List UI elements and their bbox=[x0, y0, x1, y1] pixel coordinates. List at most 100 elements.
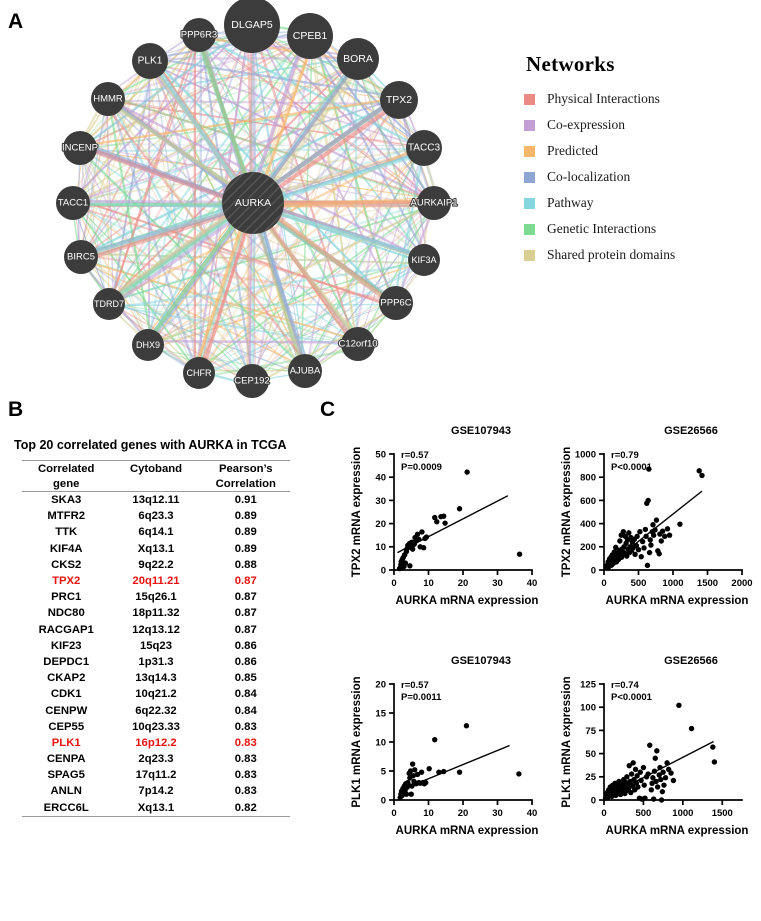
network-node-HMMR[interactable]: HMMR bbox=[91, 82, 125, 116]
cell-gene: TTK bbox=[55, 526, 78, 539]
cell-correlation: 0.88 bbox=[234, 558, 257, 571]
legend-swatch-icon bbox=[524, 249, 535, 261]
cell-gene: CDK1 bbox=[50, 688, 82, 701]
legend-label: Physical Interactions bbox=[547, 91, 660, 106]
scatter-svg: GSE107943 r=0.57P=0.0011 0 5 10 15 20 0 10 20 30 40… bbox=[351, 655, 539, 837]
stat-p: P<0.0001 bbox=[611, 462, 653, 473]
table-row: CENPA 2q23.3 0.83 bbox=[22, 751, 290, 767]
network-node-label: PPP6C bbox=[380, 298, 411, 309]
network-node-label: BORA bbox=[343, 53, 373, 65]
network-node-INCENP[interactable]: INCENP bbox=[61, 131, 99, 165]
legend-title: Networks bbox=[526, 52, 615, 76]
network-node-CHFR[interactable]: CHFR bbox=[183, 357, 215, 389]
cell-cytoband: 15q26.1 bbox=[135, 591, 177, 604]
y-tick-label: 20 bbox=[375, 679, 386, 690]
network-node-label: KIF3A bbox=[411, 255, 436, 265]
network-node-KIF3A[interactable]: KIF3A bbox=[408, 244, 440, 276]
stat-r: r=0.79 bbox=[611, 450, 639, 461]
legend-row-2: Predicted bbox=[524, 138, 756, 164]
cell-gene: RACGAP1 bbox=[38, 623, 94, 636]
cell-gene: DEPDC1 bbox=[43, 655, 90, 668]
header-cytoband-line2 bbox=[110, 476, 202, 492]
network-legend: Networks Physical Interactions Co-express… bbox=[524, 52, 756, 268]
y-tick-label: 800 bbox=[580, 473, 596, 484]
network-node-label: AJUBA bbox=[290, 366, 321, 377]
stat-r: r=0.74 bbox=[611, 680, 639, 691]
network-node-PPP6C[interactable]: PPP6C bbox=[379, 286, 413, 320]
network-node-TACC1[interactable]: TACC1 bbox=[56, 186, 90, 220]
cell-gene: ANLN bbox=[50, 785, 82, 798]
network-node-TACC3[interactable]: TACC3 bbox=[406, 130, 442, 166]
cell-correlation: 0.83 bbox=[234, 769, 257, 782]
table-row: TTK 6q14.1 0.89 bbox=[22, 524, 290, 540]
y-tick-label: 10 bbox=[375, 542, 386, 553]
cell-cytoband: 6q14.1 bbox=[138, 526, 174, 539]
x-tick-label: 1500 bbox=[697, 578, 718, 589]
network-node-C12orf10[interactable]: C12orf10 bbox=[337, 327, 379, 361]
legend-swatch-icon bbox=[524, 171, 535, 183]
network-node-label: INCENP bbox=[62, 143, 98, 154]
y-axis-label: PLK1 mRNA expression bbox=[561, 676, 573, 807]
cell-gene: KIF23 bbox=[50, 639, 82, 652]
cell-cytoband: 15q23 bbox=[139, 639, 173, 652]
cell-correlation: 0.87 bbox=[234, 623, 257, 636]
network-node-label: TACC3 bbox=[408, 143, 441, 154]
table-row: CDK1 10q21.2 0.84 bbox=[22, 686, 290, 702]
network-node-PPP6R3[interactable]: PPP6R3 bbox=[180, 18, 218, 52]
y-tick-label: 0 bbox=[591, 795, 596, 806]
header-cytoband: Cytoband bbox=[110, 460, 202, 476]
cell-gene: TPX2 bbox=[52, 575, 81, 588]
y-tick-label: 0 bbox=[381, 795, 386, 806]
network-node-DLGAP5[interactable]: DLGAP5 bbox=[224, 0, 280, 53]
network-node-PLK1[interactable]: PLK1 bbox=[132, 43, 168, 79]
x-tick-label: 1500 bbox=[712, 808, 733, 819]
stat-p: P=0.0011 bbox=[401, 692, 442, 703]
cell-cytoband: 13q12.11 bbox=[132, 494, 180, 507]
x-tick-label: 10 bbox=[423, 578, 434, 589]
x-tick-label: 500 bbox=[635, 808, 651, 819]
cell-correlation: 0.82 bbox=[201, 799, 290, 817]
network-node-AJUBA[interactable]: AJUBA bbox=[288, 354, 322, 388]
scatter-tpx2-gse107943: GSE107943 r=0.57 P=0.0009 0 10 20 30 40 50 0 10 20 3… bbox=[336, 420, 544, 628]
network-node-label: DHX9 bbox=[136, 340, 160, 350]
cell-cytoband: 18p11.32 bbox=[132, 607, 180, 620]
cell-gene: ERCC6L bbox=[22, 799, 111, 817]
network-node-CPEB1[interactable]: CPEB1 bbox=[287, 13, 333, 59]
x-tick-label: 1000 bbox=[662, 578, 683, 589]
cell-gene: SPAG5 bbox=[47, 769, 85, 782]
network-node-label: C12orf10 bbox=[338, 339, 377, 350]
network-node-BORA[interactable]: BORA bbox=[337, 38, 379, 80]
network-node-DHX9[interactable]: DHX9 bbox=[132, 329, 164, 361]
network-node-TPX2[interactable]: TPX2 bbox=[380, 81, 418, 119]
cell-correlation: 0.87 bbox=[234, 591, 257, 604]
legend-swatch-icon bbox=[524, 93, 535, 105]
y-tick-label: 50 bbox=[585, 749, 596, 760]
scatter-plk1-gse107943: GSE107943 r=0.57 P=0.0011 0 5 10 15 20 0 10 20 30 40… bbox=[336, 650, 544, 858]
cell-correlation: 0.86 bbox=[234, 655, 257, 668]
table-title: Top 20 correlated genes with AURKA in TC… bbox=[14, 438, 287, 452]
network-node-CEP192[interactable]: CEP192 bbox=[233, 364, 271, 398]
stat-r: r=0.57 bbox=[401, 450, 429, 461]
network-node-TDRD7[interactable]: TDRD7 bbox=[93, 288, 125, 320]
panel-b-letter: B bbox=[8, 398, 24, 421]
cell-correlation: 0.84 bbox=[234, 704, 257, 717]
cell-correlation: 0.83 bbox=[234, 736, 257, 749]
cell-cytoband: 10q21.2 bbox=[135, 688, 177, 701]
cell-cytoband: 6q23.3 bbox=[138, 510, 174, 523]
correlated-genes-table: Correlated Cytoband Pearson’s gene Corre… bbox=[22, 460, 290, 817]
legend-swatch-icon bbox=[524, 197, 535, 209]
x-axis-label: AURKA mRNA expression bbox=[396, 825, 539, 837]
y-tick-label: 30 bbox=[375, 496, 386, 507]
legend-label: Pathway bbox=[547, 195, 594, 210]
legend-swatch-icon bbox=[524, 145, 535, 157]
network-node-AURKA[interactable]: AURKA bbox=[222, 172, 284, 234]
network-node-BIRC5[interactable]: BIRC5 bbox=[64, 240, 98, 274]
header-correlated-gene-line1: Correlated bbox=[22, 460, 111, 476]
cell-cytoband: Xq13.1 bbox=[110, 799, 202, 817]
cell-gene: CENPW bbox=[45, 704, 88, 717]
cell-correlation: 0.89 bbox=[234, 526, 257, 539]
network-node-AURKAIP1[interactable]: AURKAIP1 bbox=[409, 186, 459, 220]
network-node-label: PLK1 bbox=[138, 56, 163, 67]
network-node-label: TDRD7 bbox=[94, 299, 124, 309]
y-tick-label: 125 bbox=[580, 679, 597, 690]
